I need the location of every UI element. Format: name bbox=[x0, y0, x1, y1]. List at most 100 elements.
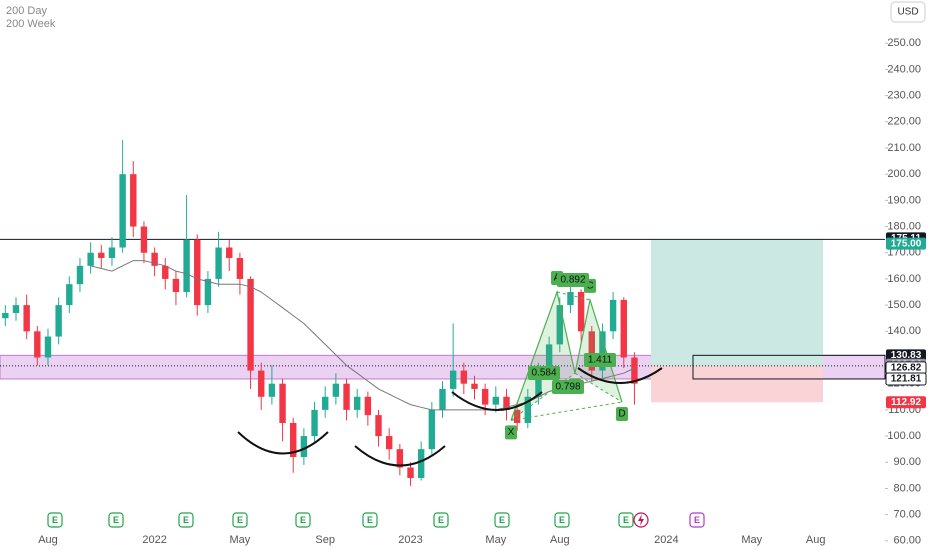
y-tick-label: 140.00 bbox=[887, 325, 921, 337]
x-tick-label: Aug bbox=[806, 534, 826, 546]
candle-body bbox=[460, 370, 468, 384]
candle-body bbox=[407, 467, 414, 478]
candle-body bbox=[12, 305, 20, 313]
head-arc bbox=[354, 445, 446, 467]
candle-body bbox=[396, 449, 404, 468]
candle-body bbox=[119, 174, 126, 248]
candle-body bbox=[492, 396, 500, 405]
currency-label[interactable]: USD bbox=[897, 7, 918, 18]
candle-body bbox=[226, 247, 233, 258]
candle-body bbox=[481, 388, 489, 405]
candle-body bbox=[599, 331, 606, 371]
earnings-icon bbox=[689, 512, 705, 528]
range-box bbox=[692, 354, 886, 380]
candle-body bbox=[439, 388, 446, 410]
pattern-point-label: X bbox=[508, 427, 515, 438]
pattern-area bbox=[511, 292, 575, 421]
shoulder-arc bbox=[451, 391, 543, 411]
candle-body bbox=[631, 357, 638, 384]
price-label-box bbox=[886, 349, 926, 362]
candle-body bbox=[55, 305, 62, 337]
y-tick-label: 80.00 bbox=[893, 482, 921, 494]
candle-body bbox=[449, 370, 457, 389]
candle-body bbox=[44, 336, 52, 358]
candle-body bbox=[2, 312, 9, 319]
candle-body bbox=[535, 370, 542, 397]
candle-body bbox=[98, 252, 105, 258]
y-tick-label: 170.00 bbox=[887, 247, 921, 259]
candle-body bbox=[247, 278, 254, 371]
ratio-label: 1.411 bbox=[588, 355, 613, 366]
earnings-icon bbox=[47, 512, 63, 528]
candle-body bbox=[577, 292, 585, 332]
candle-body bbox=[279, 383, 286, 423]
pattern-area bbox=[575, 299, 622, 403]
ratio-label: 0.892 bbox=[560, 275, 585, 286]
pattern-point-label: C bbox=[586, 281, 593, 292]
y-tick-label: 250.00 bbox=[887, 37, 921, 49]
candle-body bbox=[108, 247, 116, 258]
currency-button[interactable] bbox=[890, 1, 926, 23]
candle-body bbox=[34, 331, 41, 358]
price-label: 130.83 bbox=[891, 350, 922, 361]
pattern-point-box bbox=[616, 407, 628, 422]
x-tick-label: 2022 bbox=[142, 534, 166, 546]
earnings-label: E bbox=[237, 515, 243, 525]
earnings-label: E bbox=[52, 515, 58, 525]
earnings-label: E bbox=[694, 515, 700, 525]
stop-zone bbox=[651, 365, 823, 403]
candle-body bbox=[343, 383, 350, 410]
candle-body bbox=[375, 415, 382, 437]
ratio-box bbox=[557, 273, 589, 287]
candle-body bbox=[23, 305, 30, 332]
price-label-box bbox=[885, 372, 927, 386]
plot: XABCD0.5840.8921.4110.79860.0070.0080.00… bbox=[0, 37, 927, 547]
candle-body bbox=[215, 247, 222, 279]
price-label: 126.82 bbox=[891, 362, 922, 373]
candle-body bbox=[172, 278, 180, 293]
moving-average bbox=[90, 260, 635, 411]
earnings-icon bbox=[232, 512, 248, 528]
x-tick-label: Aug bbox=[550, 534, 570, 546]
ratio-label: 0.798 bbox=[555, 382, 580, 393]
price-label: 175.00 bbox=[891, 238, 922, 249]
price-label: 121.81 bbox=[891, 374, 922, 385]
earnings-label: E bbox=[559, 515, 565, 525]
candle-body bbox=[151, 252, 158, 266]
y-tick-label: 180.00 bbox=[887, 220, 921, 232]
earnings-icon bbox=[494, 512, 510, 528]
cup-arc bbox=[577, 367, 663, 384]
candle-body bbox=[258, 370, 265, 397]
y-tick-label: 100.00 bbox=[887, 430, 921, 442]
earnings-icon bbox=[108, 512, 124, 528]
x-tick-label: 2023 bbox=[398, 534, 422, 546]
legend-entry: 200 Day bbox=[6, 5, 47, 17]
earnings-icon bbox=[295, 512, 311, 528]
y-tick-label: 60.00 bbox=[893, 535, 921, 547]
ratio-box bbox=[584, 353, 616, 367]
y-tick-label: 230.00 bbox=[887, 90, 921, 102]
candle-body bbox=[588, 331, 595, 371]
candle-body bbox=[130, 174, 137, 227]
y-tick-label: 90.00 bbox=[893, 456, 921, 468]
candle-body bbox=[311, 409, 318, 437]
x-tick-label: May bbox=[230, 534, 251, 546]
x-tick-label: 2024 bbox=[654, 534, 678, 546]
split-bolt bbox=[638, 514, 644, 526]
candle-body bbox=[620, 299, 627, 358]
y-tick-label: 160.00 bbox=[887, 273, 921, 285]
candle-body bbox=[556, 305, 563, 345]
y-tick-label: 150.00 bbox=[887, 299, 921, 311]
candle-body bbox=[428, 409, 436, 450]
price-label-box bbox=[886, 396, 926, 409]
candle-body bbox=[162, 265, 169, 279]
earnings-label: E bbox=[438, 515, 444, 525]
candle-body bbox=[609, 299, 617, 332]
candle-body bbox=[503, 396, 510, 410]
earnings-icon bbox=[554, 512, 570, 528]
y-tick-label: 190.00 bbox=[887, 194, 921, 206]
earnings-icon bbox=[178, 512, 194, 528]
candle-body bbox=[354, 396, 361, 410]
